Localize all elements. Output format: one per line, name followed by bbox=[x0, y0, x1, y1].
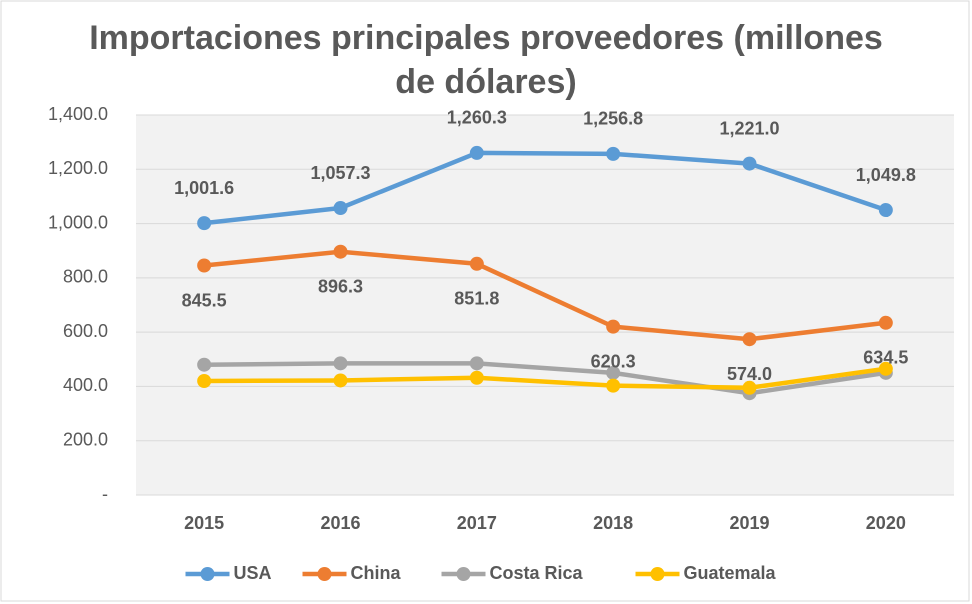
data-label: 620.3 bbox=[591, 351, 636, 371]
data-point bbox=[878, 315, 893, 330]
data-point bbox=[469, 256, 484, 271]
series-line bbox=[204, 361, 887, 396]
data-label: 1,049.8 bbox=[856, 165, 916, 185]
data-point bbox=[606, 319, 621, 334]
y-tick-label: 200.0 bbox=[63, 429, 108, 449]
legend-label: USA bbox=[234, 563, 272, 583]
y-tick-label: 1,200.0 bbox=[48, 158, 108, 178]
data-label: 574.0 bbox=[727, 364, 772, 384]
data-point bbox=[742, 156, 757, 171]
data-label: 845.5 bbox=[182, 290, 227, 310]
series-line bbox=[204, 366, 887, 391]
data-point bbox=[606, 146, 621, 161]
data-point bbox=[333, 244, 348, 259]
x-tick-label: 2018 bbox=[593, 513, 633, 533]
data-point bbox=[333, 356, 348, 371]
data-point bbox=[742, 380, 757, 395]
data-point bbox=[606, 365, 621, 380]
data-point bbox=[742, 332, 757, 347]
legend-label: Guatemala bbox=[684, 563, 777, 583]
data-point bbox=[197, 357, 212, 372]
data-point bbox=[333, 373, 348, 388]
legend-marker bbox=[650, 567, 665, 581]
data-point bbox=[197, 258, 212, 273]
chart-title: Importaciones principales proveedores (m… bbox=[89, 19, 883, 101]
data-point bbox=[469, 145, 484, 160]
data-point bbox=[878, 203, 893, 218]
data-label: 1,256.8 bbox=[583, 109, 643, 129]
y-tick-label: 800.0 bbox=[63, 267, 108, 287]
data-label: 634.5 bbox=[863, 348, 908, 368]
data-point bbox=[333, 201, 348, 216]
legend-marker bbox=[317, 567, 332, 581]
data-label: 896.3 bbox=[318, 276, 363, 296]
data-label: 1,260.3 bbox=[447, 108, 507, 128]
data-label: 851.8 bbox=[454, 289, 499, 309]
y-tick-label: 1,000.0 bbox=[48, 212, 108, 232]
x-tick-label: 2016 bbox=[320, 513, 360, 533]
data-point bbox=[878, 361, 893, 376]
x-tick-label: 2017 bbox=[457, 513, 497, 533]
legend-marker bbox=[200, 567, 215, 581]
y-tick-label: 400.0 bbox=[63, 375, 108, 395]
x-tick-label: 2015 bbox=[184, 513, 224, 533]
y-tick-label: - bbox=[102, 484, 108, 504]
data-point bbox=[197, 374, 212, 388]
x-tick-label: 2019 bbox=[729, 513, 769, 533]
data-point bbox=[606, 378, 621, 393]
y-tick-label: 1,400.0 bbox=[48, 104, 108, 124]
data-point bbox=[197, 216, 212, 231]
series-line bbox=[203, 150, 887, 226]
series-line bbox=[203, 249, 887, 342]
data-label: 1,221.0 bbox=[719, 118, 779, 138]
data-label: 1,057.3 bbox=[310, 163, 370, 183]
y-tick-label: 600.0 bbox=[63, 321, 108, 341]
x-tick-label: 2020 bbox=[866, 513, 906, 533]
plot-area bbox=[136, 115, 954, 495]
legend-marker bbox=[456, 567, 471, 581]
legend-label: Costa Rica bbox=[490, 563, 584, 583]
legend-label: China bbox=[351, 563, 402, 583]
data-point bbox=[469, 356, 484, 371]
data-point bbox=[469, 370, 484, 385]
data-label: 1,001.6 bbox=[174, 178, 234, 198]
